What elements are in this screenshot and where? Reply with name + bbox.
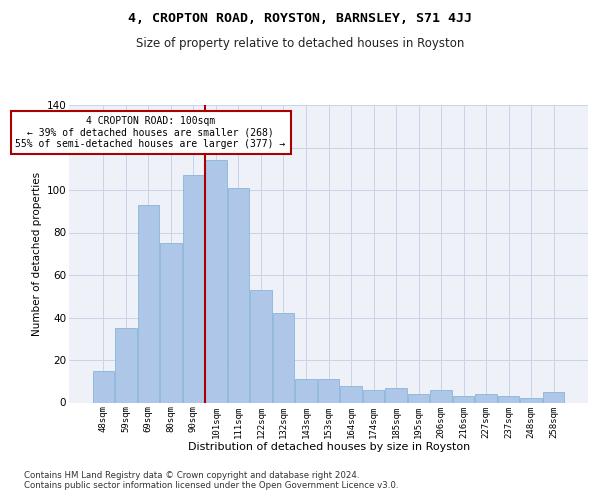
Bar: [430, 390, 452, 402]
Bar: [475, 394, 497, 402]
Bar: [160, 243, 182, 402]
Bar: [363, 390, 384, 402]
Bar: [520, 398, 542, 402]
Text: Distribution of detached houses by size in Royston: Distribution of detached houses by size …: [188, 442, 470, 452]
Bar: [340, 386, 362, 402]
Bar: [295, 379, 317, 402]
Bar: [205, 160, 227, 402]
Bar: [543, 392, 565, 402]
Bar: [250, 290, 272, 403]
Bar: [318, 379, 339, 402]
Bar: [92, 370, 114, 402]
Bar: [385, 388, 407, 402]
Bar: [137, 205, 159, 402]
Text: 4 CROPTON ROAD: 100sqm
← 39% of detached houses are smaller (268)
55% of semi-de: 4 CROPTON ROAD: 100sqm ← 39% of detached…: [16, 116, 286, 149]
Y-axis label: Number of detached properties: Number of detached properties: [32, 172, 43, 336]
Bar: [498, 396, 520, 402]
Bar: [453, 396, 475, 402]
Bar: [273, 313, 294, 402]
Bar: [182, 175, 204, 402]
Bar: [228, 188, 249, 402]
Text: 4, CROPTON ROAD, ROYSTON, BARNSLEY, S71 4JJ: 4, CROPTON ROAD, ROYSTON, BARNSLEY, S71 …: [128, 12, 472, 26]
Bar: [408, 394, 429, 402]
Bar: [115, 328, 137, 402]
Text: Contains HM Land Registry data © Crown copyright and database right 2024.: Contains HM Land Registry data © Crown c…: [24, 470, 359, 480]
Text: Contains public sector information licensed under the Open Government Licence v3: Contains public sector information licen…: [24, 482, 398, 490]
Text: Size of property relative to detached houses in Royston: Size of property relative to detached ho…: [136, 38, 464, 51]
